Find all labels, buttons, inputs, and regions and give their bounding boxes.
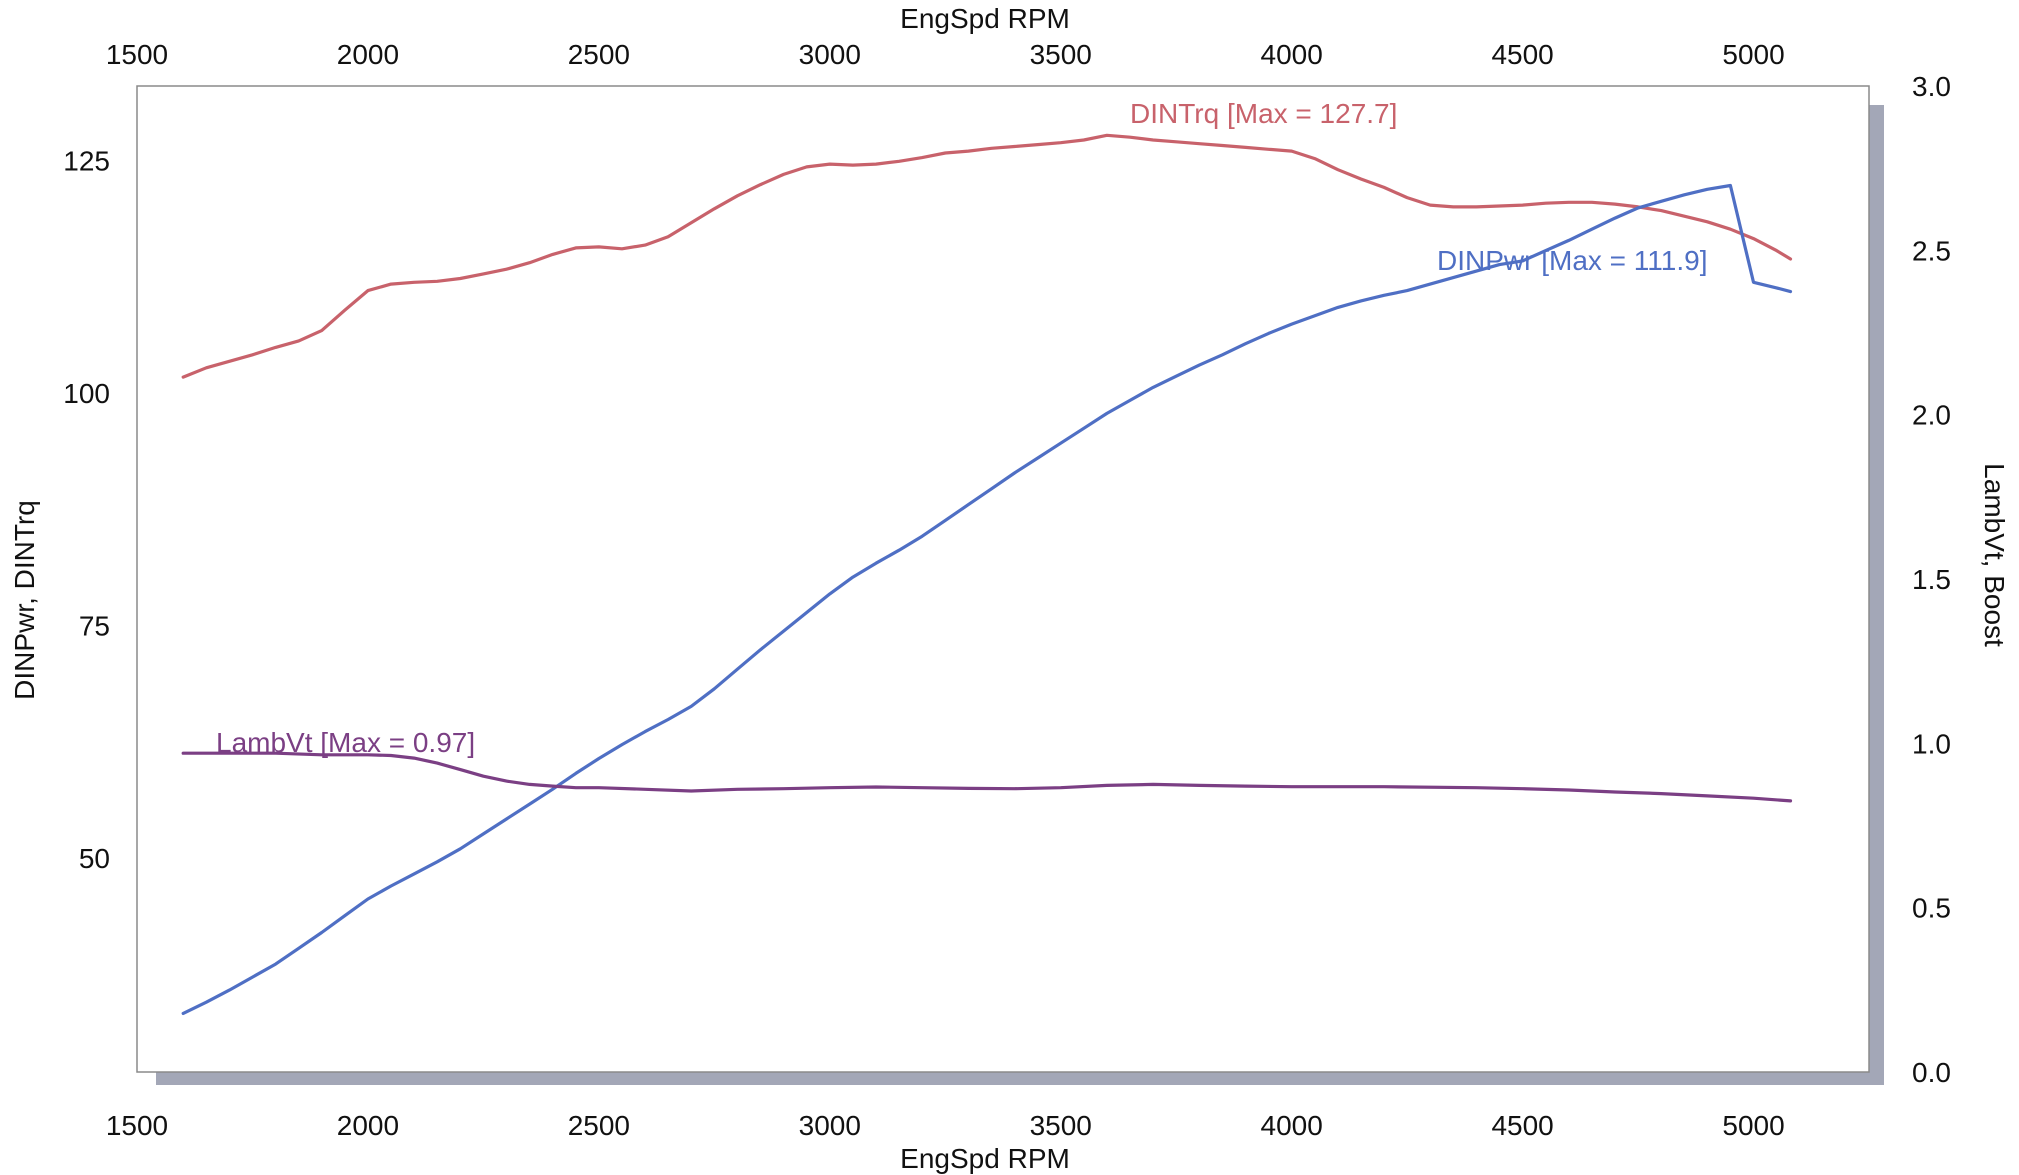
y-axis-title-left: DINPwr, DINTrq (9, 500, 40, 700)
x-tick-label-bottom: 4500 (1491, 1110, 1553, 1141)
series-line-dinpwr (181, 183, 1793, 1016)
y-right-tick-label: 1.5 (1912, 564, 1951, 595)
x-tick-label-top: 4500 (1491, 39, 1553, 70)
y-ticks-left: 50 75 100 125 (63, 145, 110, 874)
series-line-dintrq (181, 133, 1793, 379)
x-tick-label-bottom: 4000 (1261, 1110, 1323, 1141)
x-tick-label-bottom: 3500 (1030, 1110, 1092, 1141)
x-ticks-bottom: 1500 2000 2500 3000 3500 4000 4500 5000 (106, 1110, 1785, 1141)
series-label-dinpwr: DINPwr [Max = 111.9] (1437, 245, 1708, 276)
x-tick-label-top: 3500 (1030, 39, 1092, 70)
y-right-tick-label: 0.0 (1912, 1057, 1951, 1088)
x-ticks-top: 1500 2000 2500 3000 3500 4000 4500 5000 (106, 39, 1785, 70)
series-line-lambvt (181, 751, 1793, 803)
y-axis-title-right: LambVt, Boost (1979, 463, 2010, 647)
y-right-tick-label: 2.5 (1912, 235, 1951, 266)
x-tick-label-bottom: 3000 (799, 1110, 861, 1141)
x-tick-label-bottom: 2000 (337, 1110, 399, 1141)
y-right-tick-label: 0.5 (1912, 893, 1951, 924)
x-tick-label-top: 2500 (568, 39, 630, 70)
x-tick-label-bottom: 5000 (1722, 1110, 1784, 1141)
y-left-tick-label: 125 (63, 145, 110, 176)
x-tick-label-bottom: 2500 (568, 1110, 630, 1141)
x-tick-label-top: 5000 (1722, 39, 1784, 70)
x-tick-label-top: 2000 (337, 39, 399, 70)
y-right-tick-label: 2.0 (1912, 400, 1951, 431)
x-tick-label-top: 3000 (799, 39, 861, 70)
x-tick-label-bottom: 1500 (106, 1110, 168, 1141)
x-tick-label-top: 4000 (1261, 39, 1323, 70)
y-right-tick-label: 1.0 (1912, 728, 1951, 759)
series-label-dintrq: DINTrq [Max = 127.7] (1130, 98, 1397, 129)
y-left-tick-label: 75 (79, 611, 110, 642)
y-right-tick-label: 3.0 (1912, 71, 1951, 102)
x-axis-title-top: EngSpd RPM (900, 3, 1070, 34)
plot-area (136, 85, 1870, 1073)
y-left-tick-label: 100 (63, 378, 110, 409)
series-lines (181, 133, 1793, 1016)
series-label-lambvt: LambVt [Max = 0.97] (216, 727, 475, 758)
y-left-tick-label: 50 (79, 843, 110, 874)
x-tick-label-top: 1500 (106, 39, 168, 70)
series-labels: DINTrq [Max = 127.7] DINPwr [Max = 111.9]… (216, 98, 1708, 758)
y-ticks-right: 0.0 0.5 1.0 1.5 2.0 2.5 3.0 (1912, 71, 1951, 1088)
x-axis-title-bottom: EngSpd RPM (900, 1143, 1070, 1174)
